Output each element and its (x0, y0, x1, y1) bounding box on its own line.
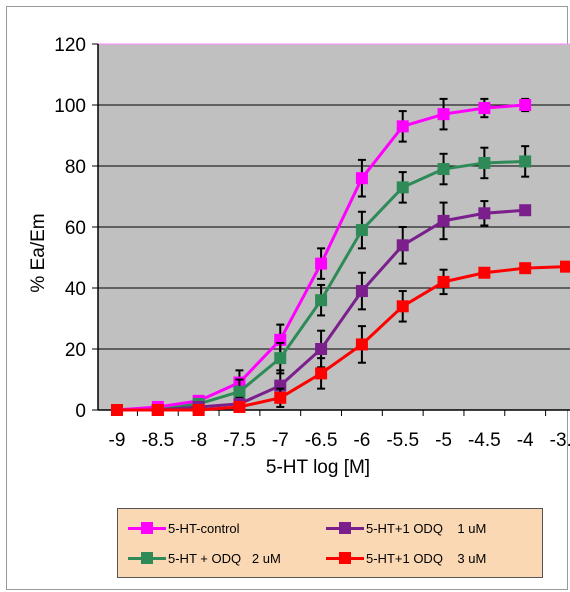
y-tick-label: 120 (54, 35, 86, 56)
x-tick-label: -8 (190, 430, 207, 451)
legend-label-odq-2um: 5-HT + ODQ 2 uM (168, 550, 281, 566)
data-point (151, 404, 164, 416)
legend-swatch-odq-2um (128, 547, 166, 569)
data-point (396, 300, 409, 313)
legend-swatch-odq-1um (326, 517, 364, 539)
data-point (315, 343, 328, 355)
x-tick-label: -7.5 (223, 430, 256, 451)
x-tick-label: -7 (272, 430, 289, 451)
data-point (274, 352, 287, 365)
data-point (274, 391, 287, 404)
data-point (355, 338, 368, 351)
data-point (437, 108, 450, 121)
y-axis-title: % Ea/Em (28, 213, 49, 292)
data-point (478, 207, 491, 220)
series-line (117, 265, 567, 412)
legend-label-odq-1um: 5-HT+1 ODQ 1 uM (366, 520, 487, 536)
y-tick-label: 40 (65, 279, 86, 300)
data-point (478, 266, 491, 279)
data-point (396, 120, 409, 133)
data-point (111, 404, 123, 416)
data-point (315, 367, 328, 380)
legend: 5-HT-control 5-HT+1 ODQ 1 uM 5-HT + ODQ … (117, 508, 543, 578)
data-point (233, 400, 246, 413)
legend-swatch-control (128, 517, 166, 539)
legend-item-odq-3um[interactable]: 5-HT+1 ODQ 3 uM (326, 547, 486, 569)
x-tick-label: -4 (517, 430, 534, 451)
data-point (355, 172, 368, 185)
data-point (396, 181, 409, 194)
data-point (437, 163, 450, 176)
y-tick-label: 80 (65, 157, 86, 178)
x-tick-label: -5 (435, 430, 452, 451)
legend-label-odq-3um: 5-HT+1 ODQ 3 uM (366, 550, 487, 566)
data-point (437, 214, 450, 227)
y-tick-label: 60 (65, 218, 86, 239)
x-tick-label: -9 (109, 430, 126, 451)
x-tick-label: -4.5 (468, 430, 501, 451)
data-point (519, 155, 532, 168)
legend-item-odq-1um[interactable]: 5-HT+1 ODQ 1 uM (326, 517, 486, 539)
data-point (233, 385, 246, 398)
data-point (315, 257, 328, 270)
data-point (519, 204, 532, 217)
x-tick-label: -3.5 (550, 430, 570, 451)
legend-swatch-odq-3um (326, 547, 364, 569)
data-point (355, 285, 368, 298)
data-point (437, 275, 450, 288)
data-point (396, 239, 409, 252)
x-tick-label: -6.5 (305, 430, 338, 451)
y-tick-label: 20 (65, 340, 86, 361)
legend-item-control[interactable]: 5-HT-control (128, 517, 240, 539)
data-point (519, 262, 532, 275)
data-point (315, 294, 328, 307)
y-tick-label: 0 (75, 401, 86, 422)
x-tick-label: -6 (353, 430, 370, 451)
data-point (478, 156, 491, 169)
legend-item-odq-2um[interactable]: 5-HT + ODQ 2 uM (128, 547, 281, 569)
x-axis-title: 5-HT log [M] (266, 457, 370, 478)
legend-label-control: 5-HT-control (168, 520, 240, 536)
x-tick-label: -8.5 (141, 430, 174, 451)
data-point (560, 260, 570, 273)
data-point (478, 102, 491, 115)
data-point (519, 99, 532, 111)
x-tick-label: -5.5 (386, 430, 419, 451)
data-point (355, 224, 368, 237)
data-point (192, 404, 205, 416)
y-tick-label: 100 (54, 96, 86, 117)
